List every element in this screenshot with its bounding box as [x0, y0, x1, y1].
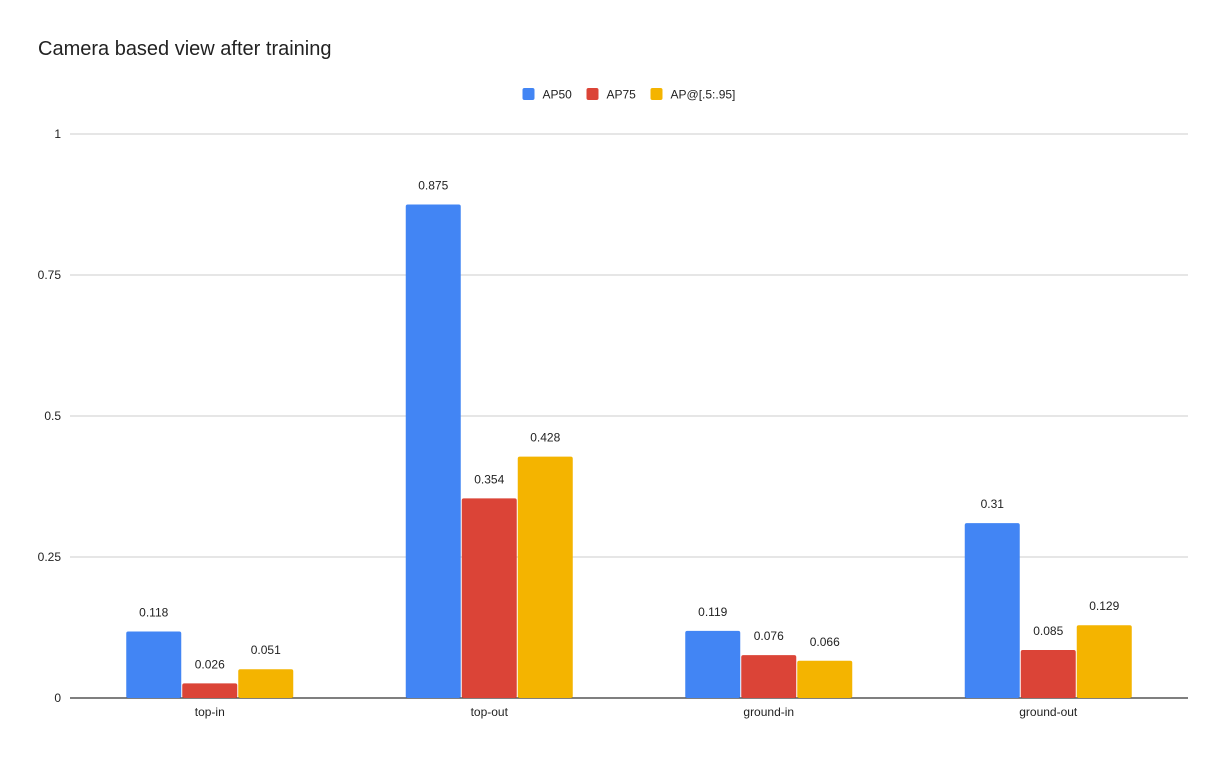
data-label-ap-5-95-top-out: 0.428: [530, 431, 560, 445]
x-axis-categories: top-in top-out ground-in ground-out: [195, 705, 1078, 719]
data-label-ap75-top-out: 0.354: [474, 472, 504, 486]
data-label-ap50-top-in: 0.118: [139, 605, 168, 619]
bars: [126, 204, 1132, 698]
bar-ap75-ground-in: [741, 655, 797, 698]
data-label-ap50-top-out: 0.875: [418, 179, 448, 193]
bar-ap50-top-out: [405, 204, 461, 698]
data-label-ap-5-95-top-in: 0.051: [251, 643, 281, 657]
y-tick-label: 0: [54, 691, 61, 705]
y-tick-label: 0.25: [38, 550, 62, 564]
bar-ap-5-95-ground-out: [1076, 625, 1132, 698]
legend-swatch-ap75: [586, 88, 599, 100]
bar-ap75-ground-out: [1020, 650, 1076, 698]
data-label-ap75-ground-out: 0.085: [1033, 624, 1063, 638]
data-labels: 0.118 0.026 0.051 0.875 0.354 0.428 0.119 0.076…: [139, 179, 1119, 672]
y-tick-label: 0.75: [38, 268, 62, 282]
x-category-label: ground-out: [1019, 705, 1078, 719]
bar-ap-5-95-top-out: [517, 456, 573, 698]
bar-ap50-ground-in: [685, 630, 741, 698]
data-label-ap-5-95-ground-in: 0.066: [810, 635, 840, 649]
bar-ap50-top-in: [126, 631, 182, 698]
legend-swatch-ap-5-95: [650, 88, 663, 100]
x-category-label: ground-in: [743, 705, 794, 719]
bar-ap75-top-out: [461, 498, 517, 698]
data-label-ap50-ground-in: 0.119: [698, 605, 727, 619]
bar-ap-5-95-top-in: [238, 669, 294, 698]
legend: AP50 AP75 AP@[.5:.95]: [522, 88, 736, 102]
bar-ap50-ground-out: [964, 523, 1020, 698]
x-category-label: top-out: [471, 705, 509, 719]
data-label-ap50-ground-out: 0.31: [981, 497, 1005, 511]
chart-title: Camera based view after training: [38, 38, 332, 60]
legend-swatch-ap50: [522, 88, 535, 100]
legend-label-ap50: AP50: [543, 88, 573, 102]
data-label-ap75-top-in: 0.026: [195, 657, 225, 671]
y-tick-label: 0.5: [44, 409, 61, 423]
y-tick-label: 1: [54, 127, 61, 141]
bar-ap-5-95-ground-in: [797, 660, 853, 698]
x-category-label: top-in: [195, 705, 225, 719]
legend-label-ap-5-95: AP@[.5:.95]: [671, 88, 736, 102]
gridlines: [70, 133, 1188, 699]
legend-label-ap75: AP75: [607, 88, 637, 102]
data-label-ap-5-95-ground-out: 0.129: [1089, 599, 1119, 613]
bar-ap75-top-in: [182, 683, 238, 698]
y-axis-ticks: 0 0.25 0.5 0.75 1: [38, 127, 62, 705]
data-label-ap75-ground-in: 0.076: [754, 629, 784, 643]
